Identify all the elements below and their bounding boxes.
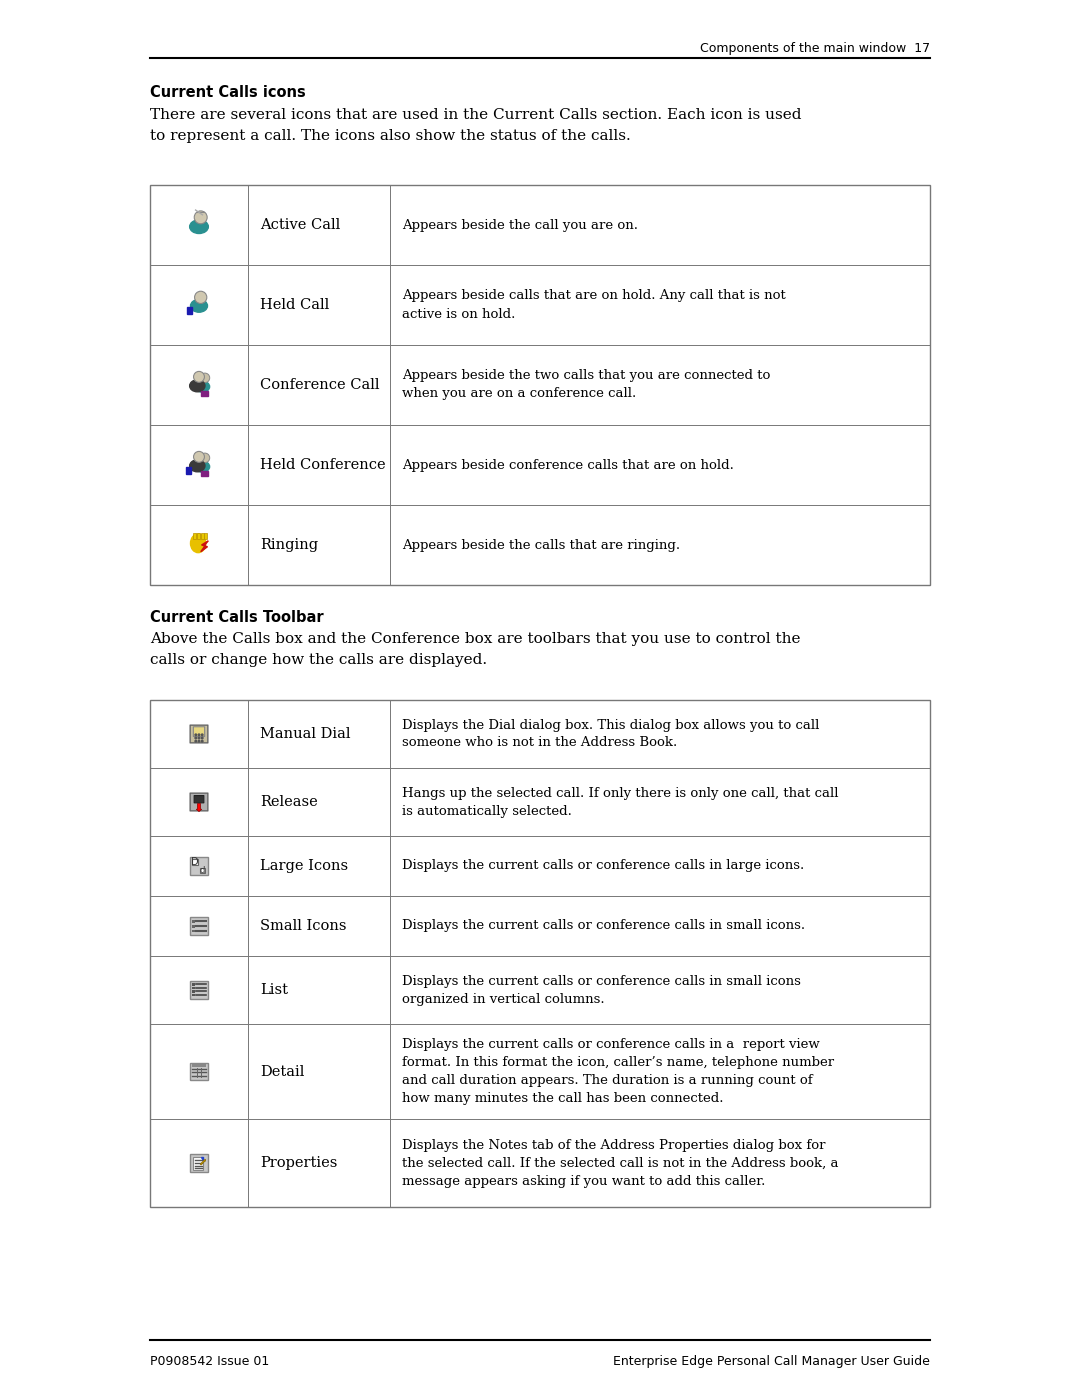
Polygon shape (201, 1157, 203, 1160)
Bar (187, 307, 192, 314)
FancyBboxPatch shape (194, 795, 204, 803)
Circle shape (201, 738, 203, 739)
Ellipse shape (195, 381, 210, 393)
Text: P0908542 Issue 01: P0908542 Issue 01 (150, 1355, 269, 1368)
Bar (192, 859, 198, 865)
Circle shape (197, 215, 200, 219)
Bar (192, 986, 194, 989)
FancyArrow shape (197, 803, 202, 812)
Bar (192, 983, 194, 986)
Circle shape (194, 211, 207, 224)
FancyBboxPatch shape (190, 858, 207, 875)
Circle shape (201, 733, 203, 736)
Bar (150, 700, 930, 1207)
Polygon shape (201, 541, 208, 552)
Bar (186, 467, 191, 475)
Circle shape (201, 740, 203, 742)
Text: Held Conference: Held Conference (260, 458, 386, 472)
FancyBboxPatch shape (193, 1157, 203, 1171)
Bar (197, 532, 200, 539)
Ellipse shape (190, 219, 208, 233)
Circle shape (200, 453, 210, 462)
Text: Above the Calls box and the Conference box are toolbars that you use to control : Above the Calls box and the Conference b… (150, 631, 800, 666)
Text: Displays the current calls or conference calls in small icons.: Displays the current calls or conference… (402, 919, 805, 933)
Text: Manual Dial: Manual Dial (260, 726, 351, 740)
Circle shape (195, 733, 197, 736)
Text: Ringing: Ringing (260, 538, 319, 552)
Circle shape (200, 373, 210, 383)
Bar (192, 925, 195, 928)
Text: Appears beside the call you are on.: Appears beside the call you are on. (402, 218, 638, 232)
Text: Displays the Notes tab of the Address Properties dialog box for
the selected cal: Displays the Notes tab of the Address Pr… (402, 1139, 838, 1187)
Text: Appears beside calls that are on hold. Any call that is not
active is on hold.: Appears beside calls that are on hold. A… (402, 289, 786, 320)
FancyBboxPatch shape (190, 981, 207, 999)
Circle shape (195, 740, 197, 742)
Text: Detail: Detail (260, 1065, 305, 1078)
Text: Hangs up the selected call. If only there is only one call, that call
is automat: Hangs up the selected call. If only ther… (402, 787, 838, 817)
Bar (201, 532, 204, 539)
Circle shape (193, 372, 204, 383)
Text: Large Icons: Large Icons (260, 859, 348, 873)
Text: Conference Call: Conference Call (260, 379, 379, 393)
Text: Small Icons: Small Icons (260, 919, 347, 933)
Bar (200, 868, 205, 873)
Bar (150, 184, 930, 585)
Bar (193, 532, 197, 539)
Text: Enterprise Edge Personal Call Manager User Guide: Enterprise Edge Personal Call Manager Us… (613, 1355, 930, 1368)
Text: Appears beside the two calls that you are connected to
when you are on a confere: Appears beside the two calls that you ar… (402, 369, 770, 401)
Text: Release: Release (260, 795, 318, 809)
Bar (192, 929, 195, 932)
Circle shape (199, 738, 200, 739)
Text: There are several icons that are used in the Current Calls section. Each icon is: There are several icons that are used in… (150, 108, 801, 142)
Text: Components of the main window  17: Components of the main window 17 (700, 42, 930, 54)
Ellipse shape (195, 461, 210, 472)
Text: Held Call: Held Call (260, 298, 329, 312)
Text: Current Calls Toolbar: Current Calls Toolbar (150, 610, 324, 624)
Bar (204, 532, 207, 539)
Ellipse shape (190, 534, 206, 553)
Circle shape (194, 291, 207, 303)
FancyBboxPatch shape (190, 918, 207, 935)
Text: Appears beside conference calls that are on hold.: Appears beside conference calls that are… (402, 458, 734, 472)
Bar (192, 919, 195, 923)
Text: Displays the current calls or conference calls in large icons.: Displays the current calls or conference… (402, 859, 805, 873)
Text: Appears beside the calls that are ringing.: Appears beside the calls that are ringin… (402, 538, 680, 552)
Bar (201, 471, 208, 476)
FancyArrow shape (200, 1160, 205, 1165)
Text: d: d (200, 866, 205, 875)
Text: Displays the Dial dialog box. This dialog box allows you to call
someone who is : Displays the Dial dialog box. This dialo… (402, 718, 820, 750)
FancyBboxPatch shape (190, 725, 207, 743)
Text: Displays the current calls or conference calls in small icons
organized in verti: Displays the current calls or conference… (402, 975, 801, 1006)
Text: List: List (260, 983, 288, 997)
Circle shape (199, 733, 200, 736)
Text: Displays the current calls or conference calls in a  report view
format. In this: Displays the current calls or conference… (402, 1038, 834, 1105)
Text: Active Call: Active Call (260, 218, 340, 232)
Text: Properties: Properties (260, 1155, 337, 1171)
FancyBboxPatch shape (193, 726, 204, 736)
FancyBboxPatch shape (190, 1154, 207, 1172)
Text: Current Calls icons: Current Calls icons (150, 85, 306, 101)
Circle shape (195, 738, 197, 739)
Circle shape (193, 451, 204, 462)
FancyBboxPatch shape (190, 793, 207, 810)
Ellipse shape (190, 380, 205, 391)
Bar (192, 993, 194, 996)
Ellipse shape (190, 299, 207, 312)
Text: D: D (191, 858, 199, 868)
Bar (192, 1065, 206, 1067)
Bar (192, 990, 194, 993)
Circle shape (199, 740, 200, 742)
Bar (201, 391, 208, 397)
FancyBboxPatch shape (190, 1063, 207, 1080)
Ellipse shape (190, 460, 205, 472)
